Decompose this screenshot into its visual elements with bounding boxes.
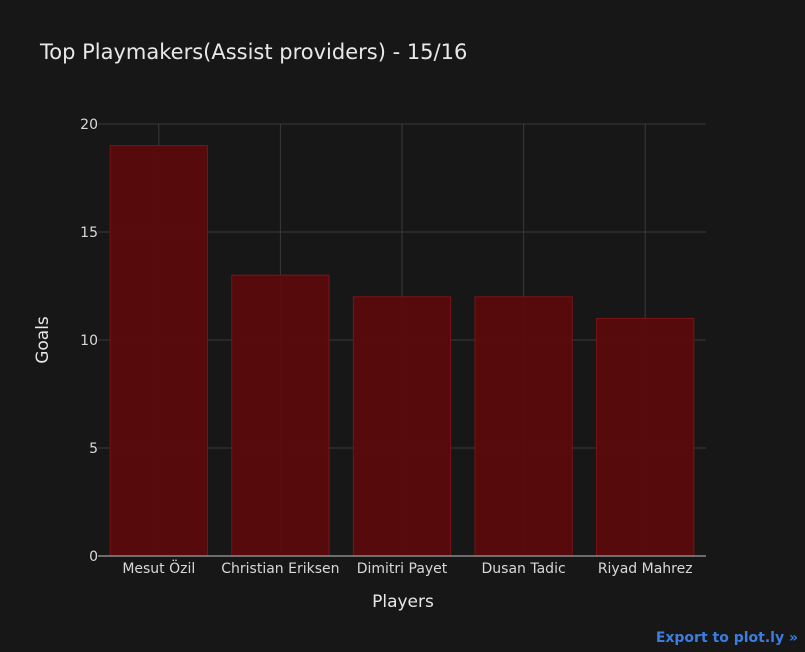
y-tick-label: 15: [80, 225, 98, 241]
y-tick-label: 5: [89, 441, 98, 457]
bar[interactable]: [596, 317, 695, 557]
y-tick-labels: 0 5 10 15 20: [80, 117, 98, 565]
chart-title: Top Playmakers(Assist providers) - 15/16: [40, 40, 468, 64]
y-tick-label: 0: [89, 549, 98, 565]
bars: [109, 145, 695, 557]
x-tick-label: Christian Eriksen: [221, 561, 339, 577]
bar[interactable]: [109, 145, 208, 557]
x-tick-label: Dusan Tadic: [482, 561, 566, 577]
y-tick-label: 20: [80, 117, 98, 133]
bar[interactable]: [474, 296, 573, 557]
x-tick-label: Dimitri Payet: [357, 561, 448, 577]
bar[interactable]: [231, 274, 330, 557]
x-tick-label: Riyad Mahrez: [598, 561, 693, 577]
x-axis-title: Players: [372, 592, 434, 612]
y-tick-label: 10: [80, 333, 98, 349]
y-axis-title: Goals: [33, 316, 53, 364]
x-tick-label: Mesut Özil: [122, 559, 195, 577]
bar[interactable]: [352, 296, 452, 557]
x-tick-labels: Mesut Özil Christian Eriksen Dimitri Payet…: [122, 559, 692, 577]
export-to-plotly-link[interactable]: Export to plot.ly »: [655, 630, 798, 646]
